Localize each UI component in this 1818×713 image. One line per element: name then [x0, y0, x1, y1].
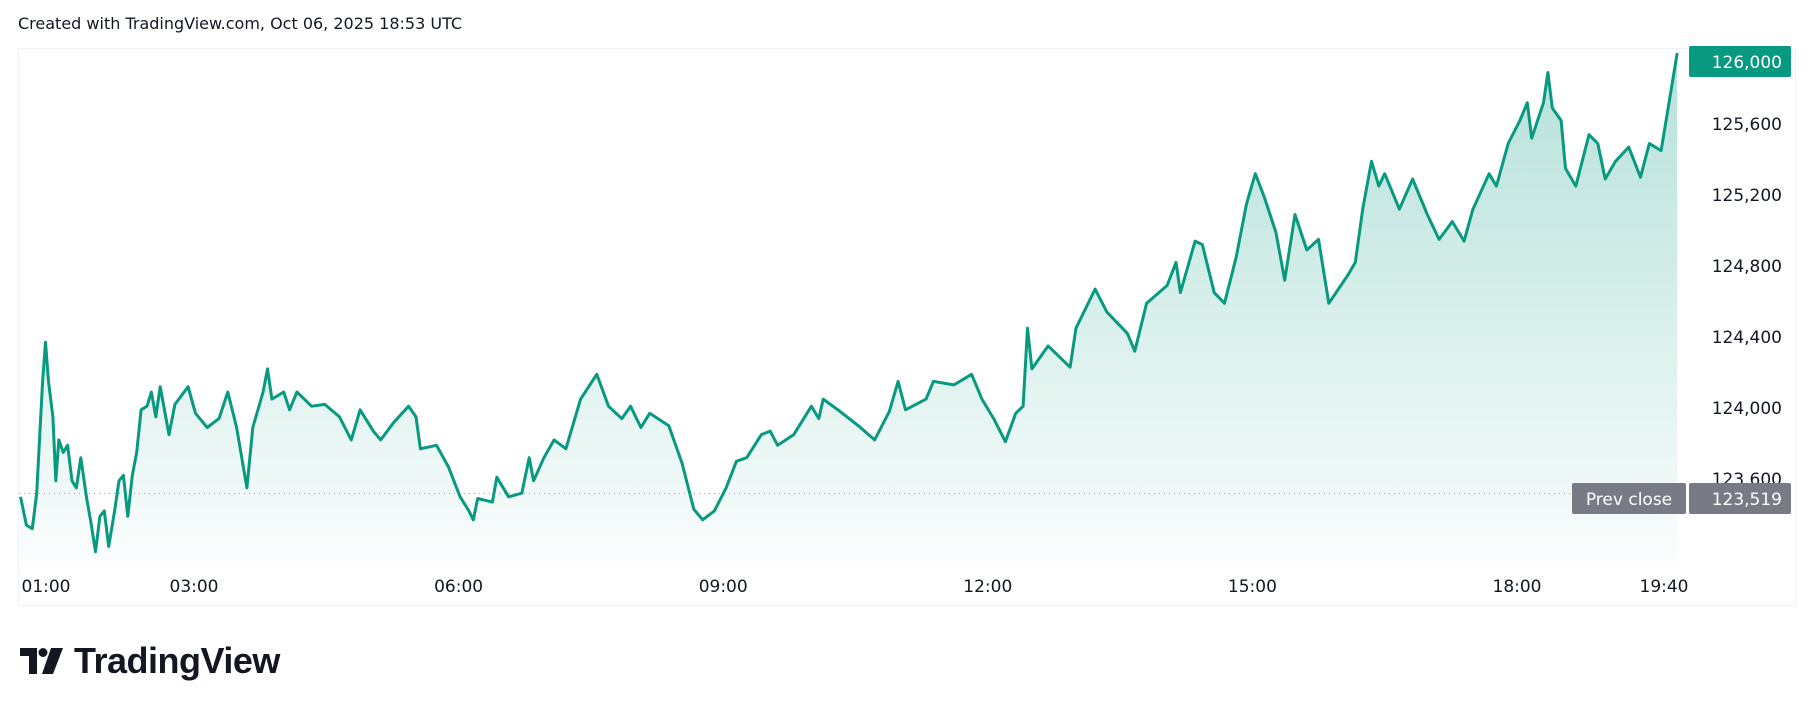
x-tick-label: 06:00	[434, 577, 483, 597]
prev-close-value-tag	[1689, 483, 1791, 514]
area-fill	[20, 53, 1678, 562]
x-tick-label: 01:00	[22, 577, 71, 597]
prev-close-value: 123,519	[1712, 490, 1782, 510]
price-line	[19, 52, 1679, 554]
y-tick-label: 125,200	[1712, 186, 1782, 206]
tradingview-logo-icon	[20, 648, 63, 674]
chart-caption: Created with TradingView.com, Oct 06, 20…	[18, 14, 463, 33]
x-tick-label: 19:40	[1640, 577, 1689, 597]
x-tick-label: 15:00	[1228, 577, 1277, 597]
x-tick-label: 09:00	[699, 577, 748, 597]
x-tick-label: 18:00	[1493, 577, 1542, 597]
last-price-tag	[1689, 46, 1791, 77]
prev-close-label: Prev close	[1586, 490, 1672, 510]
y-tick-label: 124,000	[1712, 399, 1782, 419]
tradingview-logo-text: TradingView	[74, 640, 280, 681]
chart-pane[interactable]	[18, 48, 1796, 606]
last-price-label: 126,000	[1712, 53, 1782, 73]
y-tick-label: 124,400	[1712, 328, 1782, 348]
y-tick-label: 125,600	[1712, 115, 1782, 135]
prev-close-tag	[1572, 483, 1686, 514]
tradingview-logo[interactable]: TradingView	[20, 640, 280, 682]
x-tick-label: 12:00	[963, 577, 1012, 597]
y-tick-label: 124,800	[1712, 257, 1782, 277]
x-tick-label: 03:00	[170, 577, 219, 597]
